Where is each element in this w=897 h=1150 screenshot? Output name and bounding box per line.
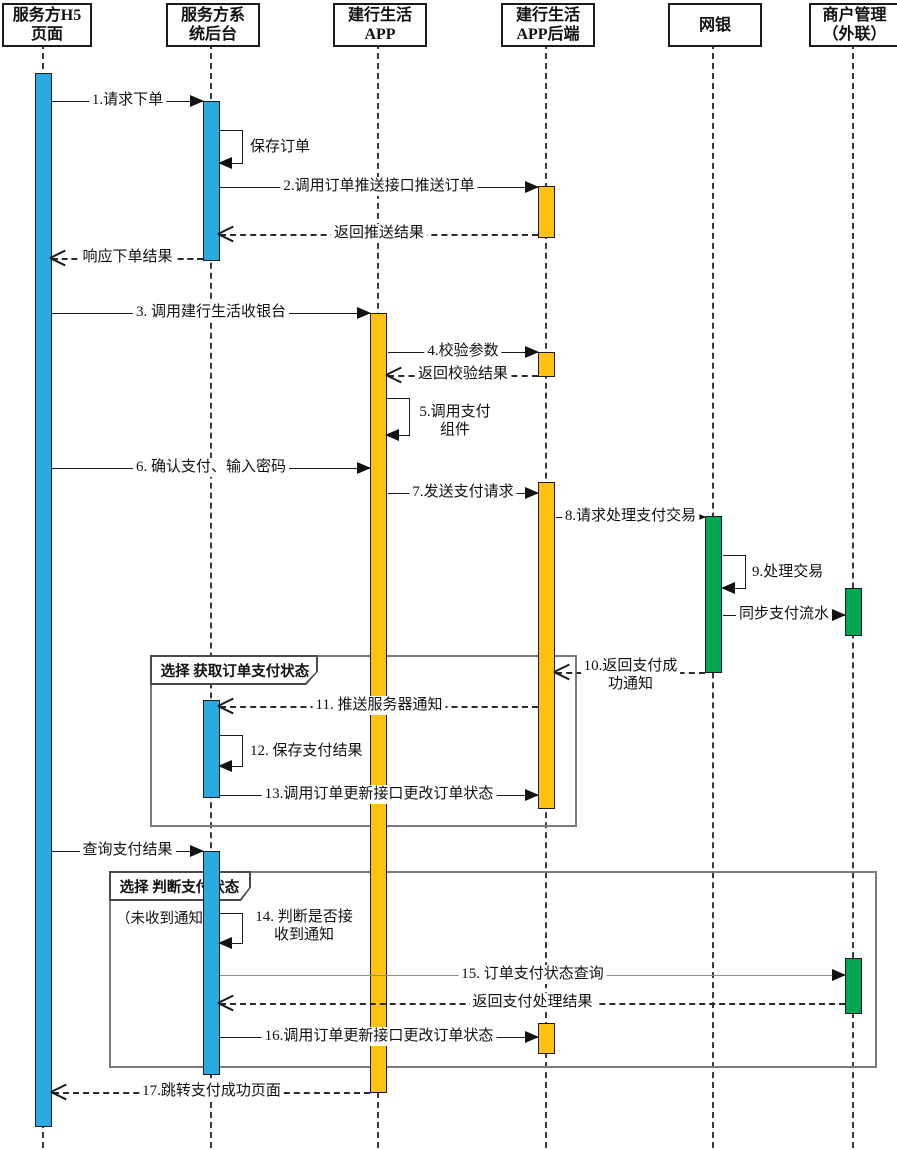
lifeline-backend [210,43,212,1148]
actor-header-backend: 服务方系 统后台 [166,3,260,47]
filled-arrowhead-icon [832,969,846,981]
activation-merchant-1 [845,588,862,636]
filled-arrowhead-icon [525,487,539,499]
open-arrowhead-icon [50,249,68,267]
activation-backend-3 [203,851,220,1075]
filled-arrowhead-icon [218,937,232,949]
actor-label: 商户管理 [822,7,887,24]
filled-arrowhead-icon [218,760,232,772]
actor-label: 服务方H5 [12,7,82,24]
filled-arrowhead-icon [525,1031,539,1043]
filled-arrowhead-icon [832,609,846,621]
actor-label: 网银 [698,16,731,34]
self-message-label: 保存订单 [250,139,311,155]
self-message-12-save-pay-result [218,735,243,772]
filled-arrowhead-icon [190,95,204,107]
frame-label-pentagon: 选择 判断支付状态 [109,871,251,901]
self-message-label: 14. 判断是否接 收到通知 [255,909,353,943]
activation-bank [705,516,722,673]
self-message-label: 12. 保存支付结果 [250,743,363,759]
filled-arrowhead-icon [357,307,371,319]
frame-opt-judge-pay-status: 选择 判断支付状态 （未收到通知） [109,871,877,1068]
filled-arrowhead-icon [525,789,539,801]
open-arrowhead-icon [218,697,236,715]
self-message-14-check-notice [218,913,243,949]
self-message-label: 9.处理交易 [752,564,824,580]
frame-title: 选择 获取订单支付状态 [151,656,317,684]
activation-backend-2 [203,700,220,798]
actor-label: （外联） [822,26,887,43]
activation-app-be-4 [538,1023,555,1054]
self-message-5-call-pay-component [385,398,410,441]
actor-label: 建行生活 [347,7,412,24]
actor-label: APP后端 [516,26,580,43]
filled-arrowhead-icon [385,429,399,441]
activation-merchant-2 [845,958,862,1014]
activation-app-be-1 [538,186,555,238]
actor-label: 统后台 [188,26,237,43]
actor-label: 服务方系 [180,7,245,24]
open-arrowhead-icon [51,1083,69,1101]
frame-title: 选择 判断支付状态 [110,872,250,900]
actor-label: 建行生活 [515,7,580,24]
actor-label: APP [364,26,396,43]
actor-header-app-be: 建行生活 APP后端 [501,3,595,47]
filled-arrowhead-icon [525,346,539,358]
open-arrowhead-icon [386,366,404,384]
activation-h5 [35,73,52,1127]
self-message-save-order [218,130,243,169]
frame-label-pentagon: 选择 获取订单支付状态 [150,655,318,685]
filled-arrowhead-icon [721,582,735,594]
filled-arrowhead-icon [190,845,204,857]
frame-opt-get-order-status: 选择 获取订单支付状态 [150,655,577,827]
actor-header-app: 建行生活 APP [333,3,427,47]
actor-header-bank: 网银 [668,3,762,47]
filled-arrowhead-icon [525,181,539,193]
actor-label: 页面 [30,26,63,43]
open-arrowhead-icon [218,994,236,1012]
actor-header-merchant: 商户管理 （外联） [809,3,897,47]
open-arrowhead-icon [554,663,572,681]
activation-app-be-3 [538,482,555,809]
filled-arrowhead-icon [357,462,371,474]
frame-guard: （未收到通知） [116,911,218,927]
open-arrowhead-icon [218,225,236,243]
self-message-label: 5.调用支付 组件 [419,404,491,438]
activation-backend-1 [203,101,220,261]
self-message-9-process-transaction [721,555,746,594]
activation-app-be-2 [538,352,555,377]
filled-arrowhead-icon [218,157,232,169]
actor-header-h5: 服务方H5 页面 [2,3,92,47]
